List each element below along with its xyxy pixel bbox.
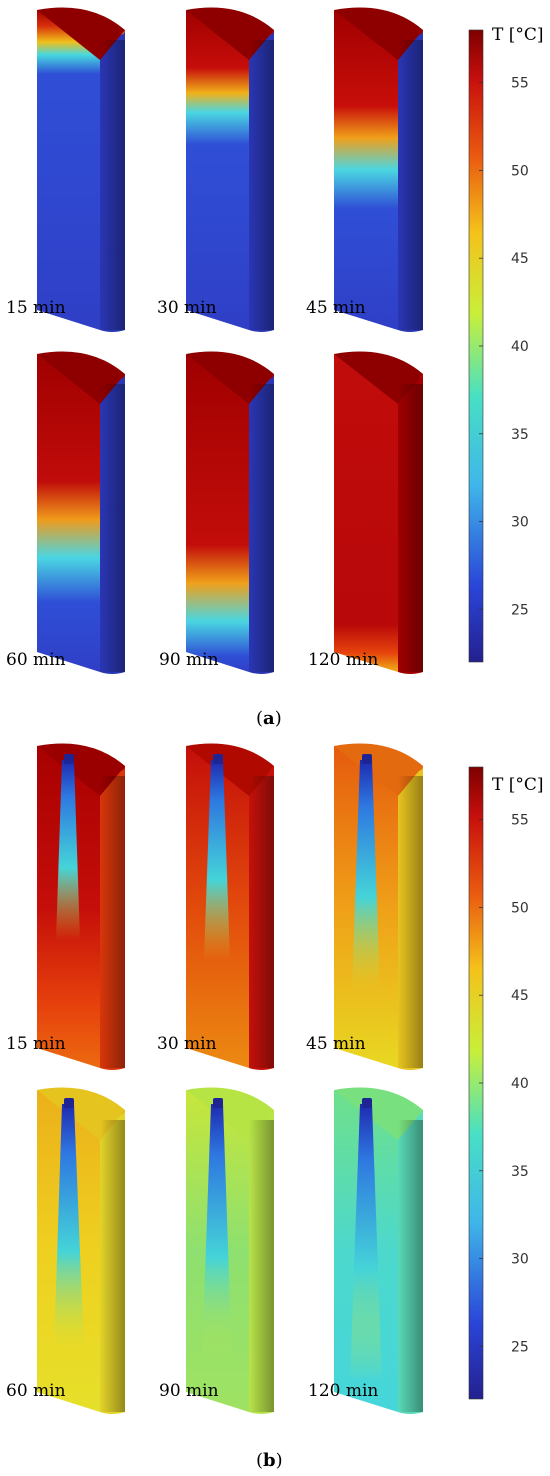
cylinder-b-90 <box>186 1087 274 1414</box>
panel-b: 15 min 30 min 45 min 60 min 90 min 120 m… <box>6 743 544 1471</box>
cylinder-a-15 <box>37 7 125 332</box>
colorbar-b-tick-label: 30 <box>511 1252 529 1268</box>
time-label-b-15: 15 min <box>6 1034 66 1054</box>
colorbar-b-tick-label: 35 <box>511 1164 529 1180</box>
cylinder-a-30 <box>186 7 274 332</box>
colorbar-a-tick-label: 25 <box>511 602 529 618</box>
time-label-b-30: 30 min <box>157 1034 217 1054</box>
time-label-a-60: 60 min <box>6 650 66 670</box>
time-label-a-90: 90 min <box>159 650 219 670</box>
cylinder-b-120 <box>334 1087 423 1414</box>
colorbar-b-tick-label: 25 <box>511 1339 529 1355</box>
panel-a-label: (a) <box>256 708 282 729</box>
panel-b-label: (b) <box>256 1450 283 1471</box>
colorbar-b-tick-label: 40 <box>511 1076 529 1092</box>
cylinder-b-15 <box>37 743 125 1070</box>
panel-a: 15 min 30 min 45 min 60 min 90 min 120 m… <box>6 7 544 729</box>
colorbar-a-tick-label: 35 <box>511 427 529 443</box>
colorbar-b: T [°C] 55 50 45 40 35 30 25 <box>468 766 544 1400</box>
time-label-a-30: 30 min <box>157 298 217 318</box>
colorbar-b-tick-label: 45 <box>511 988 529 1004</box>
colorbar-b-ticks: 55 50 45 40 35 30 25 <box>479 813 529 1355</box>
colorbar-a-tick-label: 50 <box>511 163 529 179</box>
colorbar-a-tick-label: 40 <box>511 339 529 355</box>
cylinder-a-90 <box>186 351 274 674</box>
cylinder-b-30 <box>186 743 274 1070</box>
colorbar-a-tick-label: 30 <box>511 515 529 531</box>
colorbar-a-title: T [°C] <box>492 25 544 45</box>
colorbar-a-tick-label: 45 <box>511 251 529 267</box>
time-label-a-45: 45 min <box>306 298 366 318</box>
cylinder-a-120 <box>334 351 423 674</box>
cylinder-b-45 <box>334 743 423 1070</box>
colorbar-b-tick-label: 55 <box>511 813 529 829</box>
colorbar-b-title: T [°C] <box>492 775 544 795</box>
time-label-b-90: 90 min <box>159 1381 219 1401</box>
time-label-b-60: 60 min <box>6 1381 66 1401</box>
cylinder-a-45 <box>334 7 423 332</box>
time-label-b-120: 120 min <box>308 1381 378 1401</box>
colorbar-a-ticks: 55 50 45 40 35 30 25 <box>479 76 529 618</box>
colorbar-a: T [°C] 55 50 45 40 35 30 25 <box>468 25 544 663</box>
cylinder-a-60 <box>37 351 125 674</box>
time-label-a-15: 15 min <box>6 298 66 318</box>
cylinder-b-60 <box>37 1087 125 1414</box>
colorbar-a-tick-label: 55 <box>511 76 529 92</box>
colorbar-b-tick-label: 50 <box>511 900 529 916</box>
time-label-b-45: 45 min <box>306 1034 366 1054</box>
time-label-a-120: 120 min <box>308 650 378 670</box>
